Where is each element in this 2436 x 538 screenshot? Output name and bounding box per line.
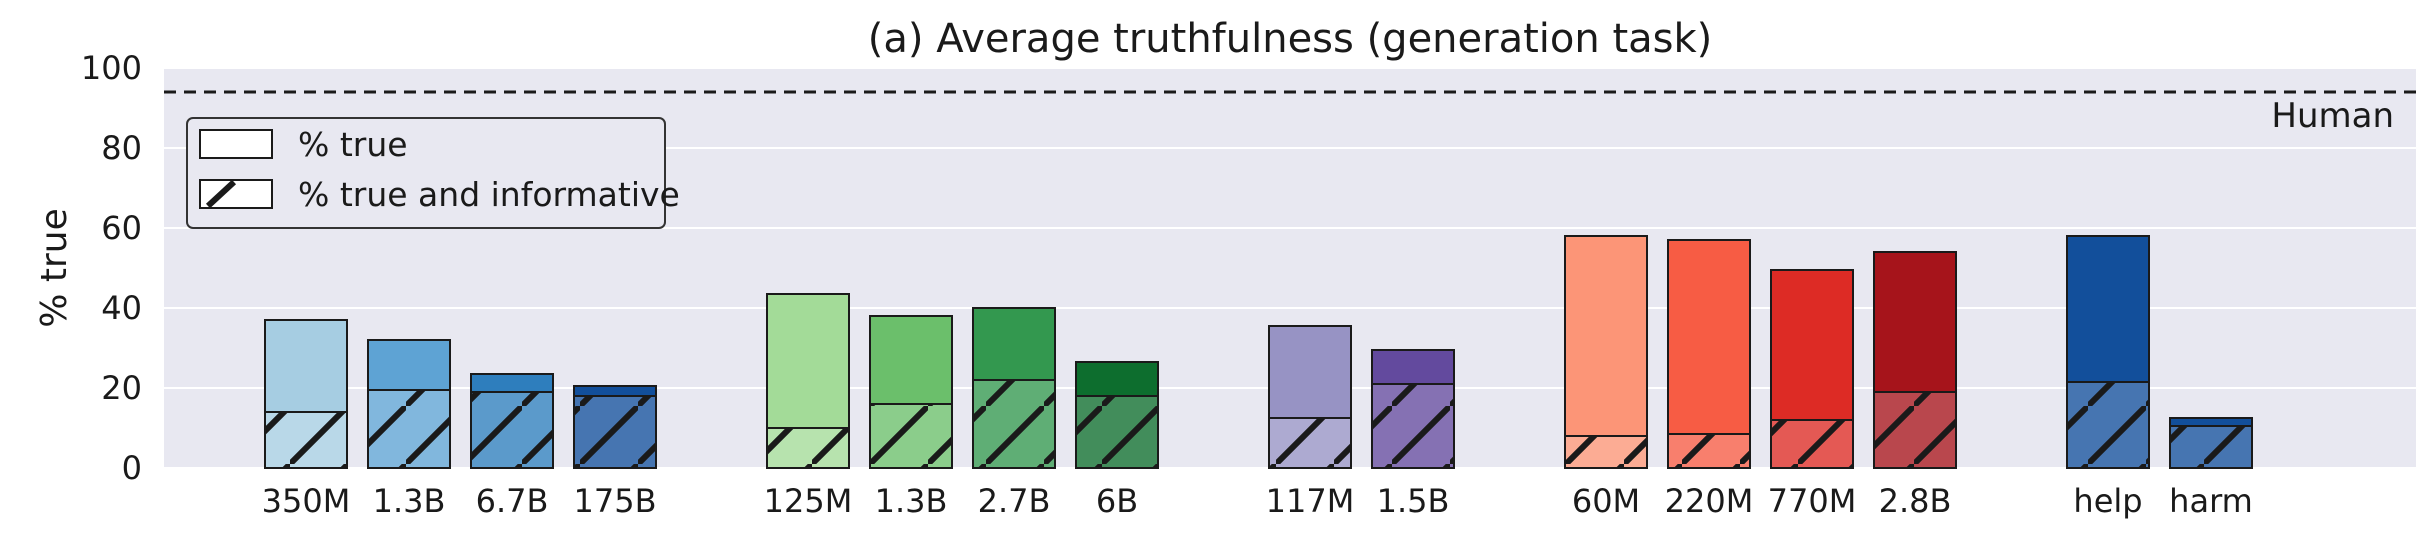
bar-informative-hatch xyxy=(265,412,347,468)
legend-swatch-true xyxy=(199,129,273,159)
y-tick-label: 100 xyxy=(81,49,142,87)
y-tick-labels: 0 20 40 60 80 100 xyxy=(81,49,142,487)
bar-informative-hatch xyxy=(767,428,849,468)
y-tick-label: 0 xyxy=(122,449,142,487)
legend-box xyxy=(186,117,666,229)
x-tick-label: harm xyxy=(2169,482,2253,520)
bar-informative-hatch xyxy=(1372,384,1454,468)
bar-outline xyxy=(264,319,348,469)
x-tick-label: 60M xyxy=(1572,482,1640,520)
bar-informative-hatch xyxy=(574,396,656,468)
x-tick-label: 220M xyxy=(1665,482,1754,520)
legend-label-true: % true xyxy=(298,125,408,164)
bar-informative-hatch xyxy=(1874,392,1956,468)
bar-outline xyxy=(2169,417,2253,469)
bar-outline xyxy=(869,315,953,469)
x-tick-label: 2.7B xyxy=(978,482,1051,520)
x-tick-label: 1.3B xyxy=(373,482,446,520)
bar-outline xyxy=(1075,361,1159,469)
bar-outline xyxy=(2066,235,2150,469)
bar-informative-hatch xyxy=(471,392,553,468)
bar-informative-hatch xyxy=(973,380,1055,468)
x-tick-label: 2.8B xyxy=(1879,482,1952,520)
y-tick-label: 80 xyxy=(101,129,142,167)
human-reference-label: Human xyxy=(2271,96,2394,136)
bar-informative-hatch xyxy=(2170,426,2252,468)
bars xyxy=(264,235,2253,469)
y-tick-label: 60 xyxy=(101,209,142,247)
legend: % true % true and informative xyxy=(186,117,680,229)
bar-outline xyxy=(1564,235,1648,469)
bar-informative-hatch xyxy=(1269,418,1351,468)
legend-swatch-hatch xyxy=(205,179,237,209)
y-tick-label: 40 xyxy=(101,289,142,327)
bar-outline xyxy=(766,293,850,469)
bar-outline xyxy=(367,339,451,469)
y-axis-label: % true xyxy=(34,208,75,328)
bar-informative-hatch xyxy=(2067,382,2149,468)
chart-title: (a) Average truthfulness (generation tas… xyxy=(868,16,1713,62)
x-tick-label: 770M xyxy=(1768,482,1857,520)
y-tick-label: 20 xyxy=(101,369,142,407)
bar-informative-hatch xyxy=(1771,420,1853,468)
legend-label-true-informative: % true and informative xyxy=(298,175,680,214)
bar-informative-hatch xyxy=(1668,434,1750,468)
x-tick-label: 6B xyxy=(1096,482,1138,520)
bar-outline xyxy=(1371,349,1455,469)
bar-outline xyxy=(1268,325,1352,469)
bar-outline xyxy=(573,385,657,469)
x-tick-label: 125M xyxy=(764,482,853,520)
bar-outline xyxy=(972,307,1056,469)
x-tick-label: 175B xyxy=(573,482,656,520)
x-tick-labels: 350M 1.3B 6.7B 175B 125M 1.3B 2.7B 6B 117M 1.5B 60… xyxy=(262,482,2253,520)
x-tick-label: 1.3B xyxy=(875,482,948,520)
bar-outline xyxy=(1770,269,1854,469)
x-tick-label: 6.7B xyxy=(476,482,549,520)
x-tick-label: help xyxy=(2073,482,2142,520)
bar-outline xyxy=(1873,251,1957,469)
x-tick-label: 350M xyxy=(262,482,351,520)
bar-true-fill xyxy=(1668,240,1750,468)
x-tick-label: 1.5B xyxy=(1377,482,1450,520)
bar-informative-hatch xyxy=(870,404,952,468)
bar-true-fill xyxy=(1565,236,1647,468)
bar-outline xyxy=(1667,239,1751,469)
bar-informative-hatch xyxy=(1076,396,1158,468)
bar-informative-hatch xyxy=(368,390,450,468)
legend-swatch-true-informative xyxy=(199,179,273,209)
bar-outline xyxy=(470,373,554,469)
bar-informative-hatch xyxy=(1565,436,1647,468)
x-tick-label: 117M xyxy=(1266,482,1355,520)
